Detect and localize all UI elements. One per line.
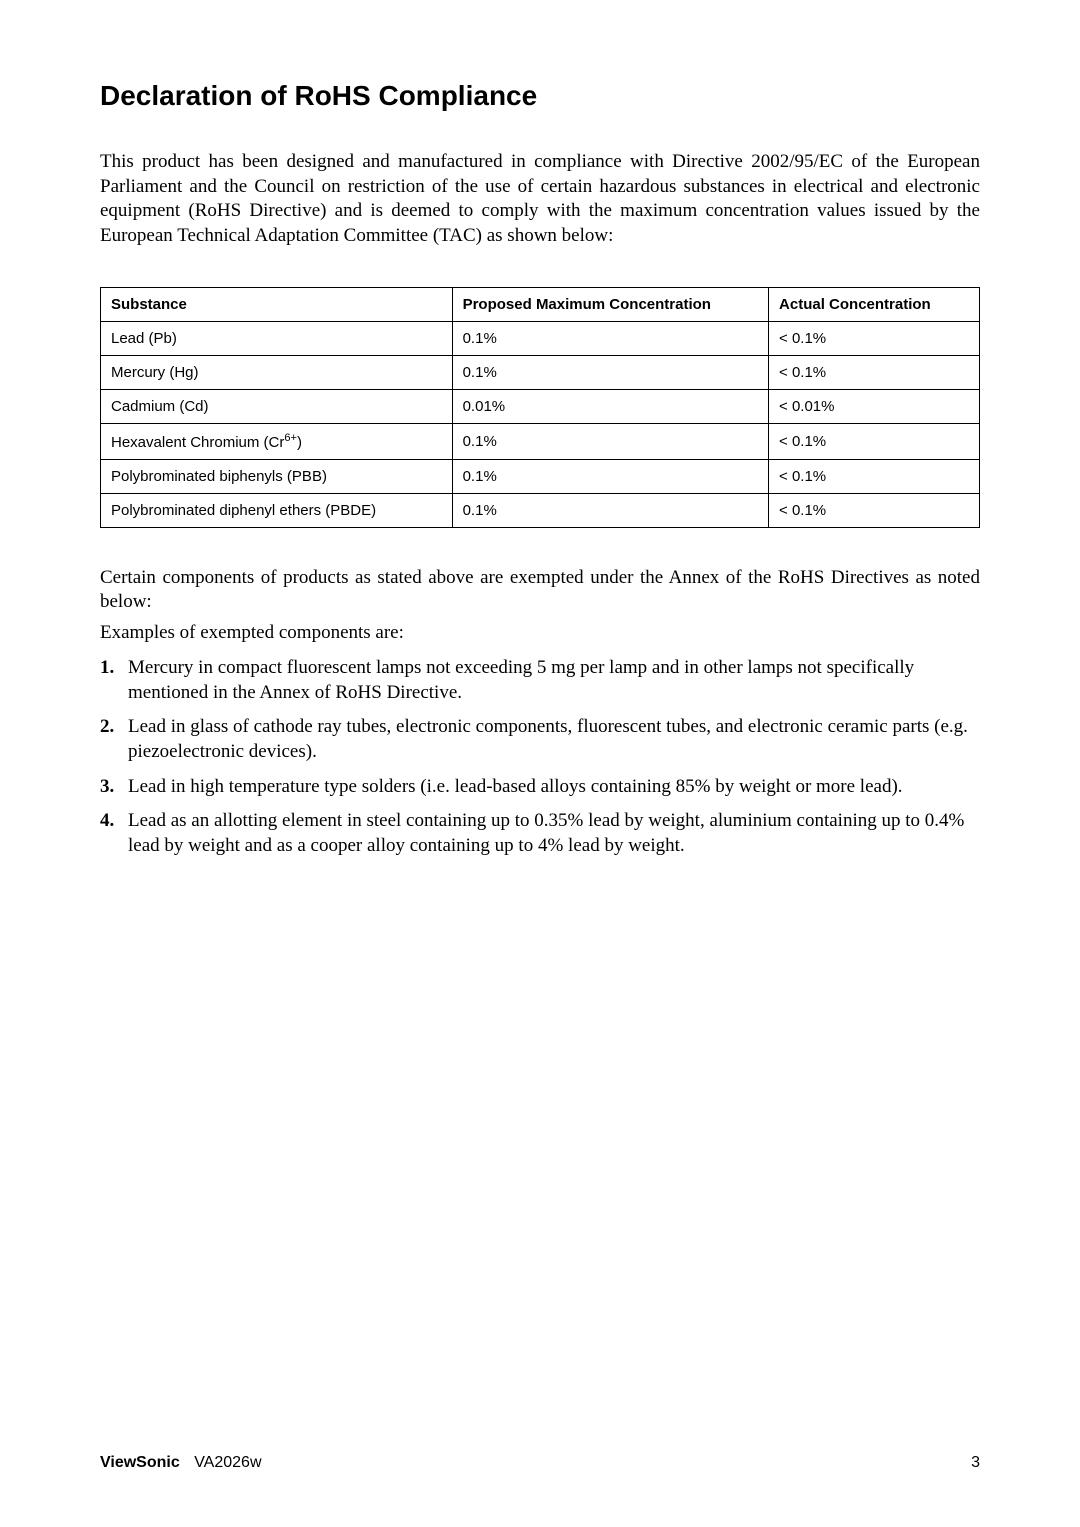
table-row: Hexavalent Chromium (Cr6+)0.1%< 0.1%: [101, 423, 980, 459]
cell-substance: Polybrominated diphenyl ethers (PBDE): [101, 493, 453, 527]
list-text: Mercury in compact fluorescent lamps not…: [128, 656, 980, 705]
cell-proposed: 0.1%: [452, 321, 768, 355]
page-footer: ViewSonic VA2026w 3: [100, 1454, 980, 1472]
list-text: Lead in high temperature type solders (i…: [128, 775, 980, 800]
list-number: 3.: [100, 775, 128, 800]
cell-proposed: 0.1%: [452, 459, 768, 493]
table-row: Mercury (Hg)0.1%< 0.1%: [101, 355, 980, 389]
footer-brand: ViewSonic: [100, 1454, 180, 1471]
cell-actual: < 0.1%: [769, 423, 980, 459]
cell-substance: Cadmium (Cd): [101, 389, 453, 423]
list-text: Lead in glass of cathode ray tubes, elec…: [128, 715, 980, 764]
exemptions-list: 1.Mercury in compact fluorescent lamps n…: [100, 656, 980, 859]
table-row: Polybrominated diphenyl ethers (PBDE)0.1…: [101, 493, 980, 527]
table-header-row: Substance Proposed Maximum Concentration…: [101, 287, 980, 321]
cell-substance: Polybrominated biphenyls (PBB): [101, 459, 453, 493]
table-row: Polybrominated biphenyls (PBB)0.1%< 0.1%: [101, 459, 980, 493]
intro-paragraph: This product has been designed and manuf…: [100, 150, 980, 249]
footer-page-number: 3: [971, 1454, 980, 1472]
cell-proposed: 0.1%: [452, 423, 768, 459]
footer-left: ViewSonic VA2026w: [100, 1454, 262, 1472]
cell-actual: < 0.1%: [769, 493, 980, 527]
list-text: Lead as an allotting element in steel co…: [128, 809, 980, 858]
cell-proposed: 0.1%: [452, 493, 768, 527]
column-header-substance: Substance: [101, 287, 453, 321]
cell-actual: < 0.01%: [769, 389, 980, 423]
cell-substance: Mercury (Hg): [101, 355, 453, 389]
list-item: 3.Lead in high temperature type solders …: [100, 775, 980, 800]
compliance-table: Substance Proposed Maximum Concentration…: [100, 287, 980, 528]
list-number: 1.: [100, 656, 128, 705]
examples-intro: Examples of exempted components are:: [100, 621, 980, 646]
list-item: 2.Lead in glass of cathode ray tubes, el…: [100, 715, 980, 764]
page-title: Declaration of RoHS Compliance: [100, 80, 980, 112]
column-header-actual: Actual Concentration: [769, 287, 980, 321]
table-row: Lead (Pb)0.1%< 0.1%: [101, 321, 980, 355]
list-item: 1.Mercury in compact fluorescent lamps n…: [100, 656, 980, 705]
list-number: 4.: [100, 809, 128, 858]
list-number: 2.: [100, 715, 128, 764]
annex-paragraph: Certain components of products as stated…: [100, 566, 980, 615]
footer-model: VA2026w: [194, 1454, 261, 1471]
list-item: 4.Lead as an allotting element in steel …: [100, 809, 980, 858]
cell-actual: < 0.1%: [769, 355, 980, 389]
cell-actual: < 0.1%: [769, 459, 980, 493]
cell-substance: Lead (Pb): [101, 321, 453, 355]
cell-substance: Hexavalent Chromium (Cr6+): [101, 423, 453, 459]
column-header-proposed: Proposed Maximum Concentration: [452, 287, 768, 321]
cell-proposed: 0.01%: [452, 389, 768, 423]
cell-actual: < 0.1%: [769, 321, 980, 355]
table-body: Lead (Pb)0.1%< 0.1%Mercury (Hg)0.1%< 0.1…: [101, 321, 980, 527]
cell-proposed: 0.1%: [452, 355, 768, 389]
table-row: Cadmium (Cd)0.01%< 0.01%: [101, 389, 980, 423]
